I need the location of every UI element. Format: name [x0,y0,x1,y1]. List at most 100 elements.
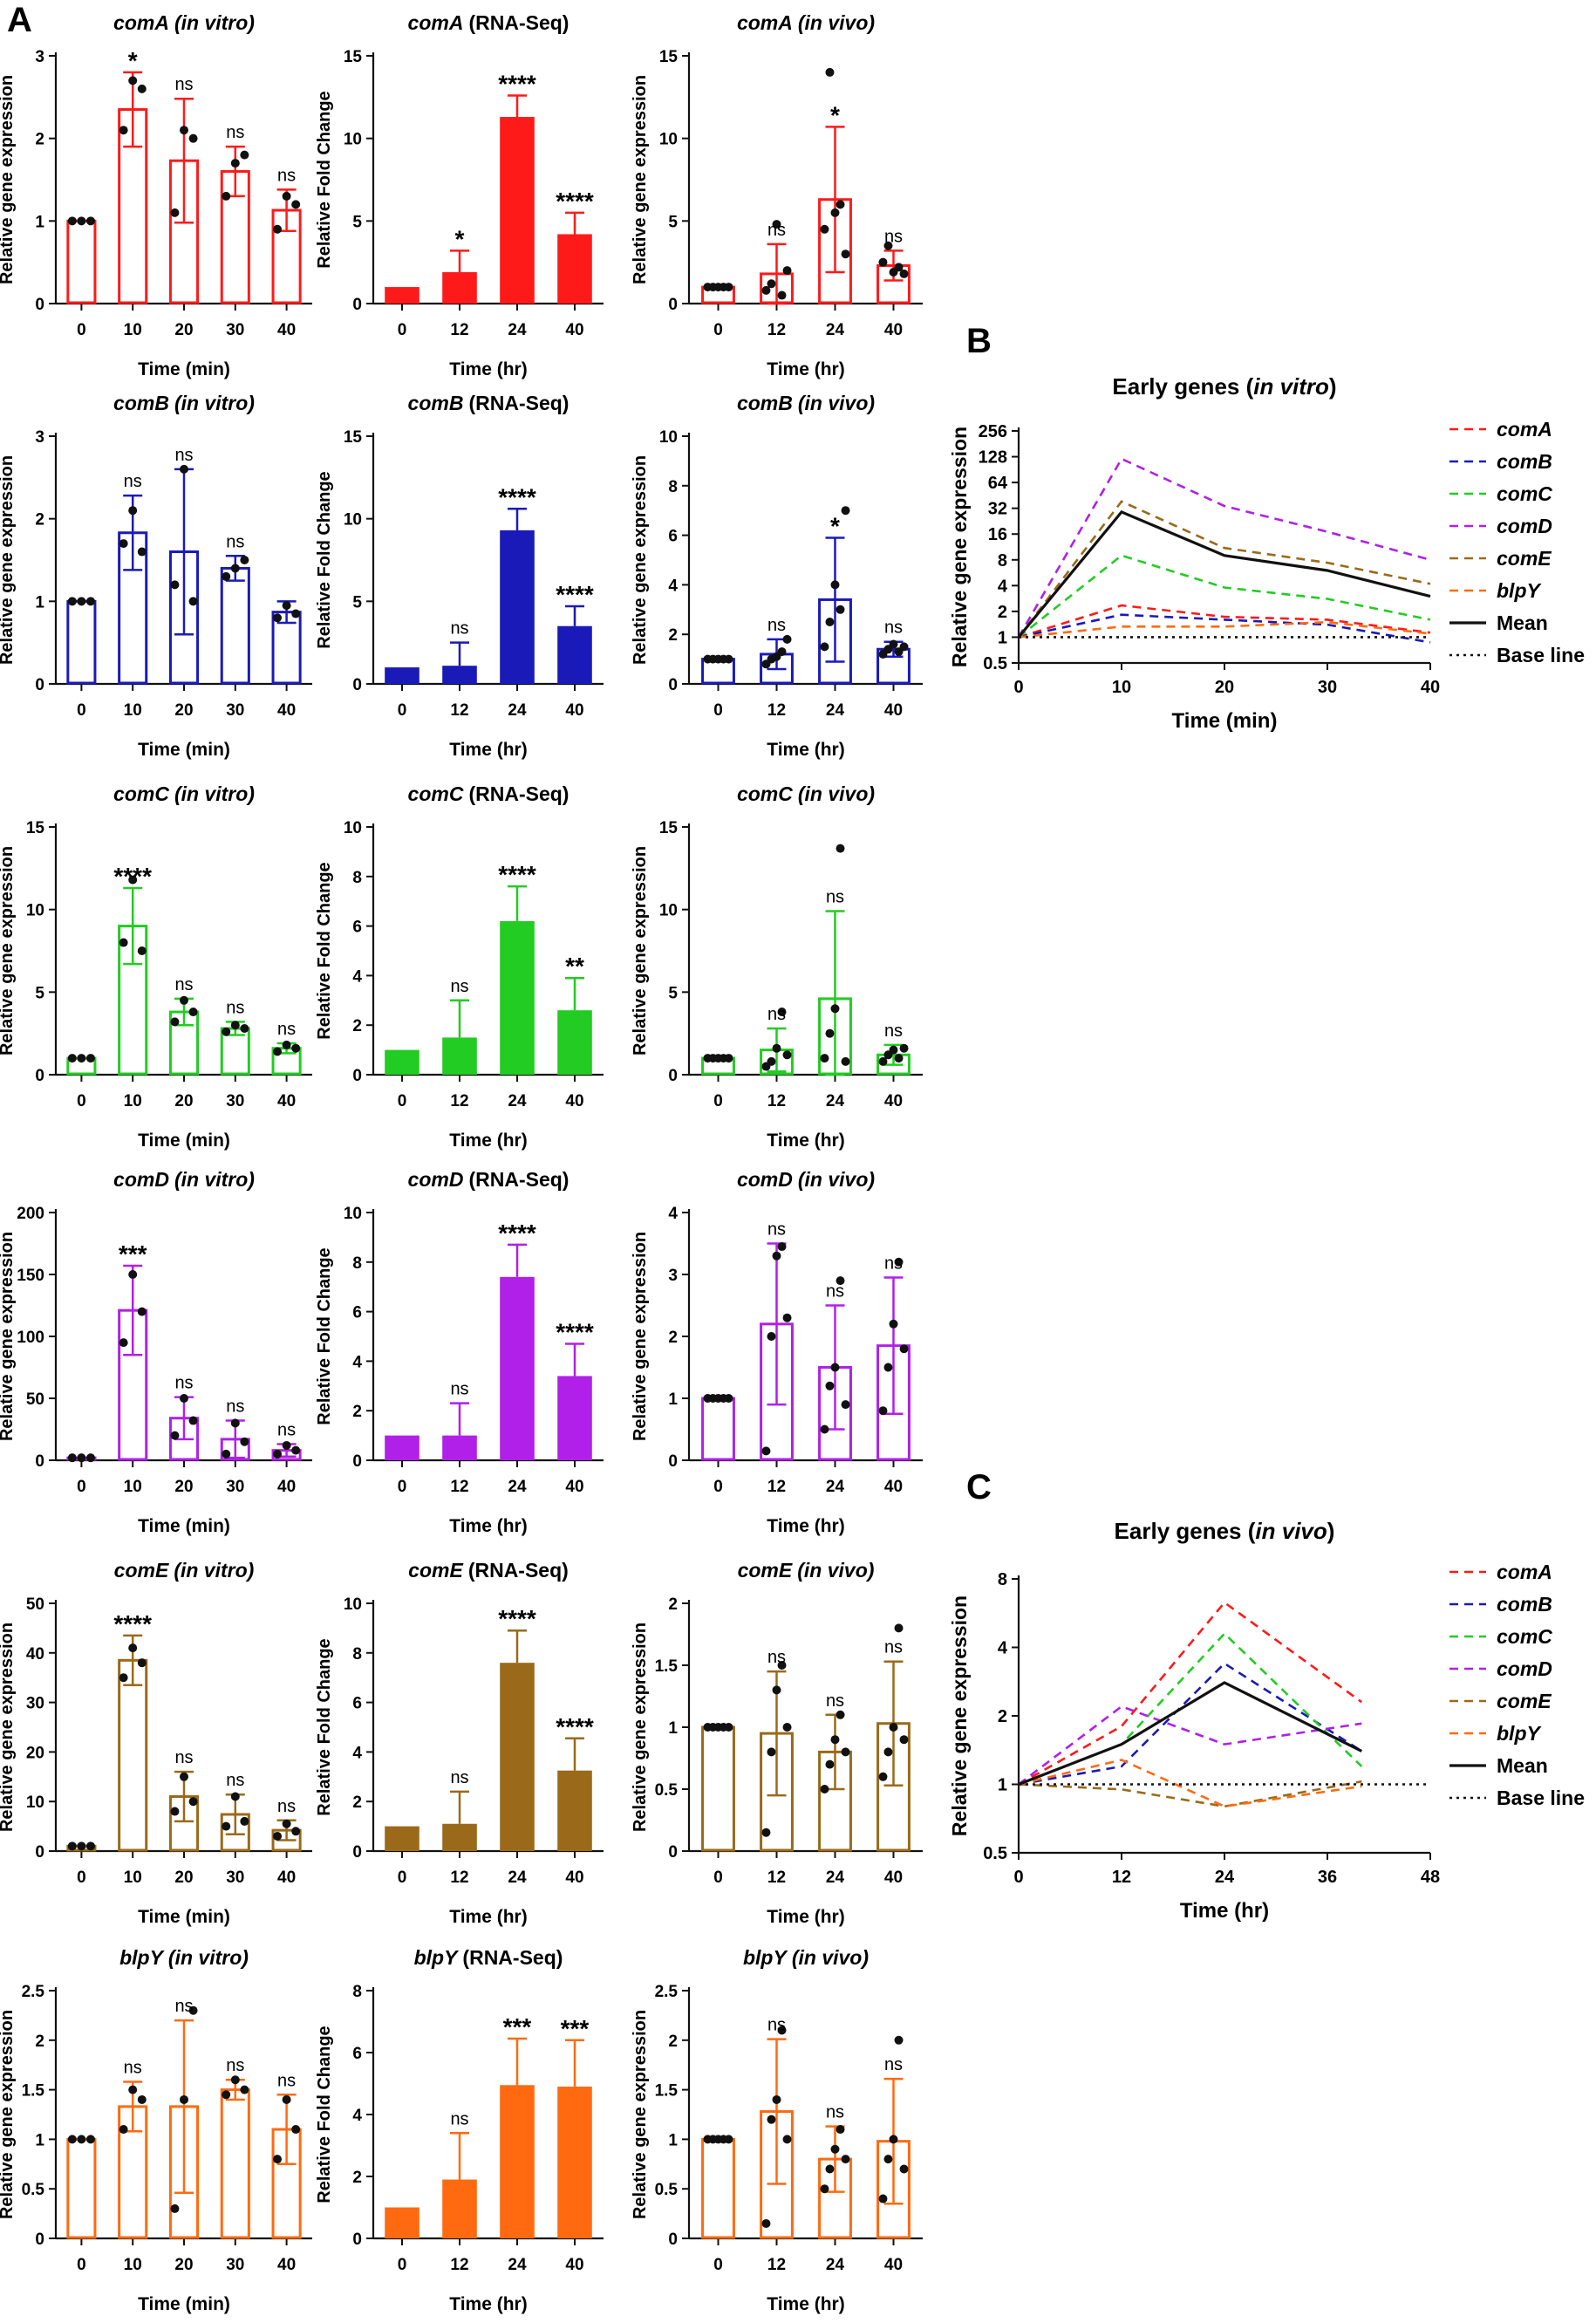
chart-title-gene: comA [408,11,464,34]
legend-label: comD [1497,1657,1552,1680]
data-point [820,642,829,652]
data-point [899,642,909,652]
y-axis-label: Relative gene expression [0,1232,17,1441]
data-point [836,844,845,853]
x-tick-label: 0 [713,321,723,339]
data-point [878,2194,888,2203]
bar [500,1276,535,1460]
data-point [230,2075,240,2085]
y-axis-label: Relative gene expression [631,846,650,1056]
data-point [777,1242,787,1252]
series-line-comd [1018,1705,1362,1786]
series-line-come [1018,1780,1362,1808]
bar [442,666,477,684]
data-point [878,1056,888,1066]
bar [220,566,250,685]
chart-title-gene: comA [737,11,793,34]
x-tick-label: 24 [826,1092,845,1110]
y-tick-label: 1 [668,1390,678,1409]
data-point [128,76,138,85]
data-point [273,224,283,234]
x-tick-label: 24 [826,1478,845,1496]
y-tick-label: 4 [998,577,1008,596]
x-tick-label: 12 [767,2256,786,2274]
chart-title-gene: blpY [414,1946,460,1969]
data-point [899,1735,909,1745]
data-point [67,1054,77,1063]
chart-title: comB (in vivo) [737,392,875,414]
data-point [170,1807,180,1816]
data-point [889,1319,898,1329]
y-tick-label: 15 [344,48,363,66]
data-point [291,1043,301,1053]
chart-title-gene: blpY [743,1946,788,1969]
data-point [170,2203,180,2213]
y-tick-label: 4 [352,1353,362,1371]
x-tick-label: 0 [77,1869,86,1887]
bar [500,1663,535,1851]
significance-label: ns [277,1020,296,1039]
data-point [825,1028,835,1038]
legend-label: comA [1497,1561,1552,1583]
x-tick-label: 30 [226,701,244,720]
data-point [724,1054,733,1063]
chart-title-condition: (RNA-Seq) [468,782,569,805]
series-line-blpy [1018,1759,1362,1808]
data-point [777,2026,787,2035]
chart-title: comA (RNA-Seq) [408,11,570,34]
data-point [782,266,792,276]
significance-label: ns [450,977,468,996]
y-tick-label: 8 [352,1983,362,2001]
y-tick-label: 0.5 [655,2181,679,2199]
chart-title: comB (in vitro) [113,392,255,414]
data-point [137,2094,147,2104]
data-point [899,1344,909,1354]
significance-label: **** [498,1220,536,1247]
legend-label: comB [1497,1593,1552,1616]
data-point [883,1747,893,1757]
chart-title: comE (in vitro) [114,1559,255,1582]
x-axis-label: Time (min) [138,1131,230,1151]
chart-title-gene: comB [113,392,169,414]
y-tick-label: 2 [998,603,1007,622]
y-tick-label: 5 [352,593,362,611]
data-point [180,995,188,1005]
data-point [273,1831,283,1841]
data-point [772,1685,781,1695]
chart-title-main: Early genes ( [1115,1518,1256,1544]
significance-label: ns [450,1768,468,1787]
data-point [180,464,188,474]
y-tick-label: 5 [668,984,678,1002]
y-tick-label: 4 [352,967,362,986]
chart-title-end: ) [1327,1518,1335,1544]
x-tick-label: 0 [713,701,723,720]
chart-title: comE (RNA-Seq) [408,1559,569,1582]
y-tick-label: 2 [352,1403,362,1421]
x-tick-label: 40 [277,1869,296,1887]
x-tick-label: 40 [884,1478,903,1496]
x-tick-label: 24 [508,321,527,339]
y-tick-label: 16 [988,525,1007,544]
data-point [282,1040,291,1049]
data-point [894,1257,904,1267]
x-axis-label: Time (hr) [449,2294,527,2314]
significance-label: **** [556,1713,594,1740]
x-tick-label: 40 [884,1869,903,1887]
y-tick-label: 5 [35,984,44,1002]
y-tick-label: 0 [668,1843,678,1862]
y-axis-label: Relative gene expression [631,1232,650,1441]
y-tick-label: 2 [668,1595,678,1614]
y-tick-label: 2.5 [22,1983,45,2001]
data-point [128,1643,138,1653]
data-point [841,1400,850,1410]
bar [557,2087,592,2238]
data-point [170,580,180,590]
y-tick-label: 0 [352,1067,362,1085]
legend-label: Base line [1497,644,1585,666]
x-axis-label: Time (hr) [767,1131,844,1151]
bar [442,272,477,304]
significance-label: ** [565,953,584,980]
data-point [899,269,909,278]
